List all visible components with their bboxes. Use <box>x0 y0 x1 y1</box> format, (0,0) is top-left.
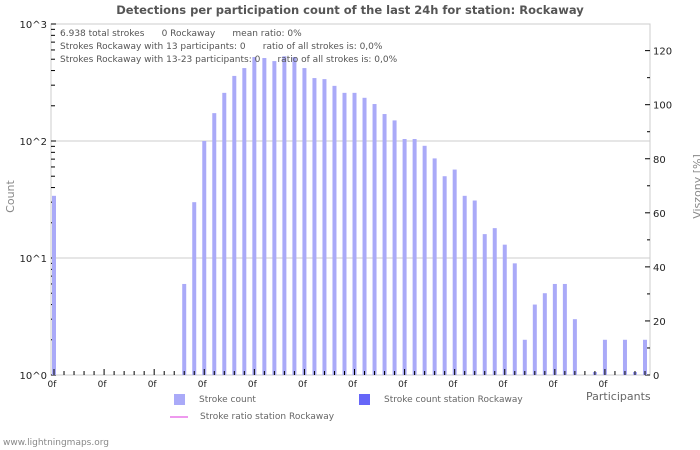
y-tick-label: 10^0 <box>20 371 47 382</box>
legend-line-stroke-ratio <box>170 416 188 418</box>
bar-stroke-count <box>622 339 627 375</box>
footer-site-link[interactable]: www.lightningmaps.org <box>3 438 109 448</box>
bar-stroke-count <box>502 244 507 375</box>
bar-stroke-count <box>252 57 257 375</box>
x-tick-label: 0f <box>348 380 358 390</box>
bar-stroke-count <box>222 92 227 376</box>
bar-stroke-count <box>182 283 187 375</box>
bar-stroke-count <box>382 114 387 375</box>
bar-stroke-count <box>362 97 367 375</box>
y-axis-label-left: Count <box>3 180 17 213</box>
y2-tick-label: 100 <box>653 101 672 112</box>
x-tick-label: 0f <box>248 380 258 390</box>
bar-stroke-count <box>572 319 577 375</box>
y2-tick-label: 60 <box>653 209 666 220</box>
legend-swatch-stroke-count-station <box>359 394 370 405</box>
legend-label: Stroke count <box>199 394 256 405</box>
bar-stroke-count <box>412 139 417 375</box>
bar-stroke-count <box>232 75 237 376</box>
y2-tick-label: 20 <box>653 317 666 328</box>
bar-stroke-count <box>512 263 517 375</box>
info-total-strokes: 6.938 total strokes 0 Rockaway mean rati… <box>60 29 302 39</box>
y2-tick-label: 0 <box>653 371 659 382</box>
x-tick-label: 0f <box>48 380 58 390</box>
legend-swatch-stroke-count <box>174 394 185 405</box>
x-tick-label: 0f <box>148 380 158 390</box>
bar-stroke-count <box>342 92 347 376</box>
chart-title: Detections per participation count of th… <box>116 3 584 17</box>
legend-label: Stroke count station Rockaway <box>384 394 523 405</box>
bar-stroke-count <box>192 202 197 375</box>
x-tick-label: 0f <box>98 380 108 390</box>
bar-stroke-count <box>292 57 297 375</box>
bar-stroke-count <box>552 283 557 375</box>
info-13-participants: Strokes Rockaway with 13 participants: 0… <box>60 42 383 52</box>
bar-stroke-count <box>602 339 607 375</box>
legend-label: Stroke ratio station Rockaway <box>200 412 335 422</box>
x-axis-label: Participants <box>586 390 651 403</box>
y-tick-label: 10^2 <box>20 137 47 148</box>
x-tick-label: 0f <box>298 380 308 390</box>
bar-stroke-count <box>643 339 647 375</box>
legend-stroke-ratio-station: Stroke ratio station Rockaway <box>170 412 335 422</box>
y2-tick-label: 120 <box>653 47 672 58</box>
bar-stroke-count <box>462 195 467 375</box>
bar-stroke-count <box>402 139 407 375</box>
bar-stroke-count <box>272 61 277 375</box>
y2-tick-label: 40 <box>653 263 666 274</box>
bar-stroke-count <box>352 92 357 376</box>
y-axis-label-right: Viszony [%] <box>690 154 700 219</box>
bar-stroke-count <box>202 141 207 375</box>
bar-stroke-count <box>262 58 267 376</box>
bar-stroke-count <box>562 283 567 375</box>
x-tick-label: 0f <box>498 380 508 390</box>
y-tick-label: 10^3 <box>20 20 47 31</box>
x-tick-label: 0f <box>448 380 458 390</box>
bar-stroke-count <box>442 176 447 375</box>
x-tick-label: 0f <box>598 380 608 390</box>
bar-stroke-count <box>482 234 487 375</box>
bar-stroke-count <box>322 79 327 375</box>
legend-stroke-count-station: Stroke count station Rockaway <box>359 394 523 405</box>
bar-stroke-count <box>242 68 247 375</box>
bar-stroke-count <box>302 68 307 375</box>
bar-stroke-count <box>492 228 497 375</box>
legend-stroke-count: Stroke count <box>174 394 256 405</box>
y-tick-label: 10^1 <box>20 254 47 265</box>
x-tick-label: 0f <box>398 380 408 390</box>
bar-stroke-count <box>472 200 477 375</box>
bar-stroke-count <box>432 158 437 375</box>
x-tick-label: 0f <box>198 380 208 390</box>
bar-stroke-count <box>452 169 457 375</box>
info-13-23-participants: Strokes Rockaway with 13-23 participants… <box>60 55 398 65</box>
bar-stroke-count <box>392 120 397 375</box>
bar-stroke-count <box>212 113 217 375</box>
bar-stroke-count <box>332 85 337 375</box>
plot-frame <box>50 23 651 376</box>
bar-stroke-count <box>542 293 547 375</box>
bar-stroke-count <box>422 145 427 375</box>
bar-stroke-count <box>312 78 317 375</box>
bar-stroke-count <box>522 339 527 375</box>
x-tick-label: 0f <box>548 380 558 390</box>
y2-tick-label: 80 <box>653 155 666 166</box>
bar-stroke-count <box>532 304 537 375</box>
bar-stroke-count <box>372 104 377 376</box>
bar-stroke-count <box>282 56 287 375</box>
bar-stroke-count <box>52 195 56 375</box>
